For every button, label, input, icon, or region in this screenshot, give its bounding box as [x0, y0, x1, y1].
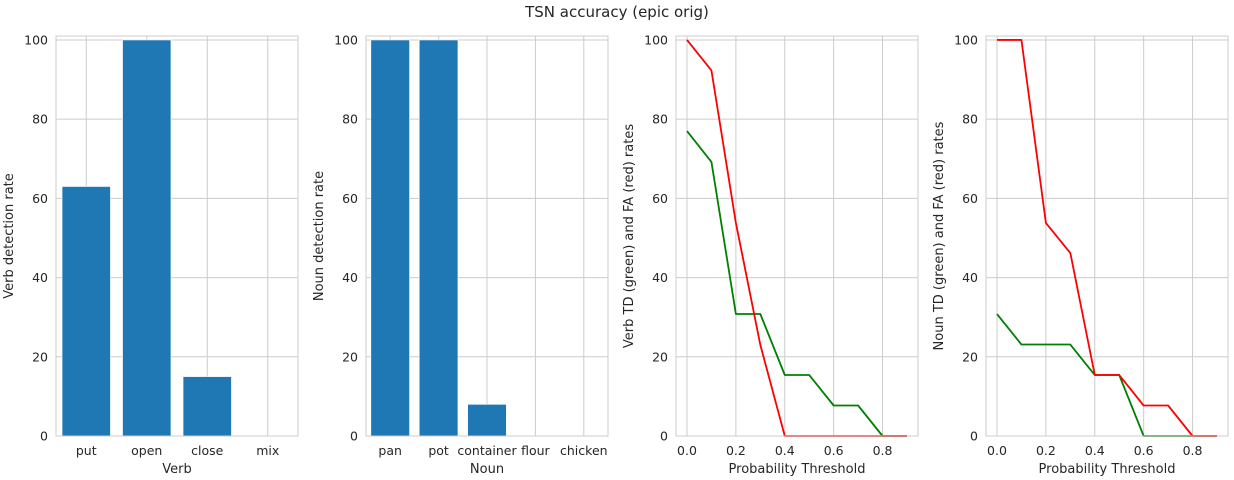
subplot-1: 0 20 40 60 80 100 put open close mix Verb Verb dete… — [2, 32, 299, 477]
series-line-2 — [997, 39, 1217, 437]
series-line-1 — [686, 130, 907, 437]
bar-close — [182, 376, 232, 437]
bar-open — [122, 39, 172, 437]
y-tick-label: 60 — [652, 191, 668, 206]
y-axis-label: Verb TD (green) and FA (red) rates — [622, 124, 637, 348]
x-tick-label: 0.6 — [824, 443, 844, 458]
y-tick-label: 20 — [32, 349, 48, 364]
x-tick-label: pan — [378, 443, 402, 458]
y-tick-label: 40 — [342, 270, 358, 285]
y-axis-label: Noun detection rate — [312, 171, 327, 301]
y-tick-label: 40 — [32, 270, 48, 285]
x-tick-label: put — [76, 443, 97, 458]
axes-frame — [55, 35, 299, 437]
x-tick-label: 0.2 — [1036, 443, 1056, 458]
x-tick-label: 0.4 — [1085, 443, 1105, 458]
y-tick-label: 0 — [660, 429, 668, 444]
y-tick-label: 0 — [350, 429, 358, 444]
bar-put — [61, 186, 111, 437]
y-tick-label: 100 — [954, 32, 978, 47]
x-tick-label: chicken — [560, 443, 608, 458]
y-tick-label: 0 — [40, 429, 48, 444]
y-axis-label: Verb detection rate — [2, 173, 17, 299]
x-tick-label: 0.0 — [987, 443, 1007, 458]
x-tick-label: 0.6 — [1134, 443, 1154, 458]
x-tick-label: close — [191, 443, 224, 458]
y-tick-label: 60 — [342, 191, 358, 206]
y-tick-label: 80 — [32, 112, 48, 127]
axes-frame — [985, 35, 1229, 437]
y-tick-label: 100 — [334, 32, 358, 47]
y-tick-label: 80 — [652, 112, 668, 127]
x-tick-label: mix — [256, 443, 279, 458]
bar-pan — [370, 39, 410, 437]
x-tick-label: pot — [428, 443, 449, 458]
y-tick-label: 20 — [962, 349, 978, 364]
bar-container — [467, 404, 507, 437]
x-tick-label: flour — [521, 443, 550, 458]
y-tick-label: 80 — [962, 112, 978, 127]
x-axis-label: Verb — [162, 462, 191, 477]
y-tick-label: 100 — [24, 32, 48, 47]
y-tick-label: 60 — [962, 191, 978, 206]
x-axis-label: Probability Threshold — [729, 462, 866, 477]
series-line-2 — [686, 39, 907, 437]
subplot-2: 0 20 40 60 80 100 pan pot container flour chicken N… — [312, 32, 609, 477]
x-tick-label: container — [457, 443, 517, 458]
x-axis-label: Noun — [470, 462, 504, 477]
subplot-3: 0 20 40 60 80 100 0.0 0.2 0.4 0.6 0.8 Probability T… — [622, 32, 919, 477]
x-tick-label: 0.4 — [775, 443, 795, 458]
subplot-4: 0 20 40 60 80 100 0.0 0.2 0.4 0.6 0.8 Probability T… — [932, 32, 1229, 477]
y-tick-label: 40 — [652, 270, 668, 285]
x-axis-label: Probability Threshold — [1039, 462, 1176, 477]
y-tick-label: 20 — [652, 349, 668, 364]
y-tick-label: 80 — [342, 112, 358, 127]
x-tick-label: 0.8 — [873, 443, 893, 458]
x-tick-label: 0.2 — [726, 443, 746, 458]
y-tick-label: 100 — [644, 32, 668, 47]
y-tick-label: 20 — [342, 349, 358, 364]
x-tick-label: 0.8 — [1183, 443, 1203, 458]
y-axis-label: Noun TD (green) and FA (red) rates — [932, 121, 947, 350]
y-tick-label: 0 — [970, 429, 978, 444]
bar-pot — [418, 39, 459, 437]
y-tick-label: 60 — [32, 191, 48, 206]
axes-frame — [675, 35, 919, 437]
x-tick-label: open — [131, 443, 162, 458]
y-tick-label: 40 — [962, 270, 978, 285]
axes-frame — [365, 35, 609, 437]
x-tick-label: 0.0 — [677, 443, 697, 458]
figure-title: TSN accuracy (epic orig) — [525, 3, 709, 21]
